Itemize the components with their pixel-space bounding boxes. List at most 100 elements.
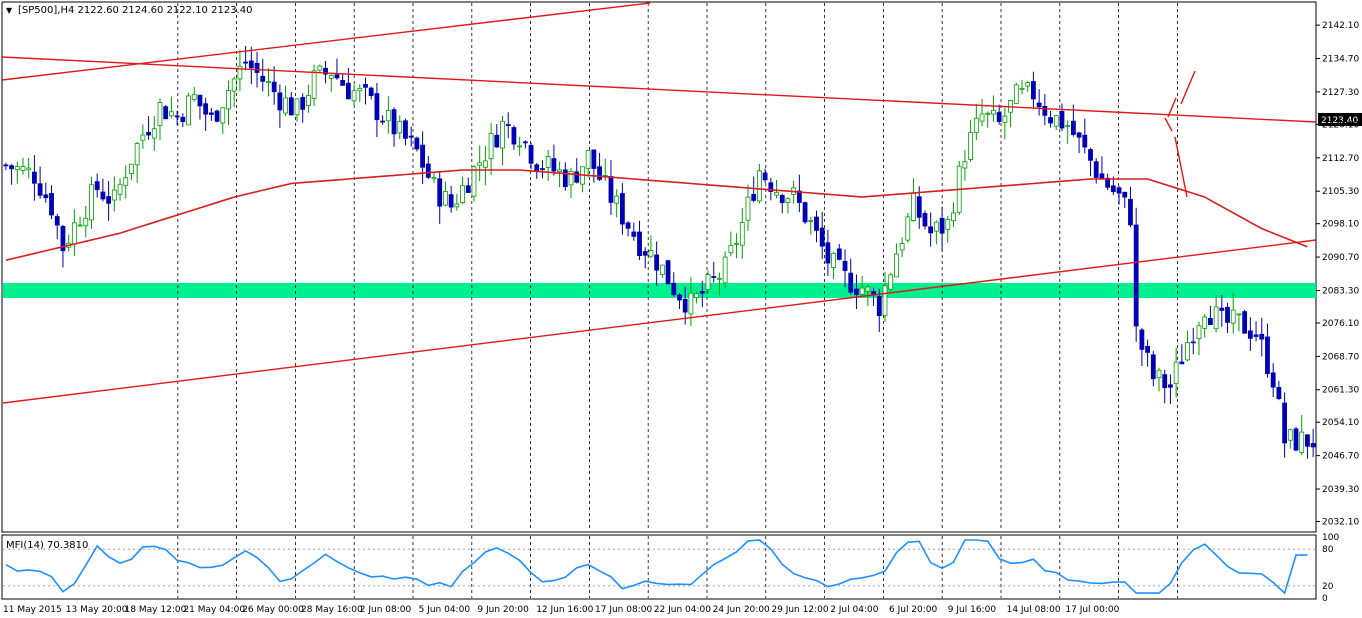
- candle-body: [271, 81, 277, 93]
- current-price-marker: 2123.40: [1318, 113, 1362, 126]
- candle: [1207, 305, 1213, 325]
- candle-body: [1253, 334, 1259, 337]
- candle-body: [351, 90, 357, 102]
- candle-body: [129, 163, 134, 174]
- candle-body: [876, 296, 882, 317]
- candle: [654, 241, 660, 286]
- candle: [408, 126, 414, 147]
- candle-body: [551, 158, 557, 172]
- candle: [163, 105, 169, 120]
- candle: [220, 107, 226, 134]
- candle: [1219, 295, 1225, 327]
- candle: [294, 98, 300, 122]
- candle: [311, 64, 317, 106]
- candle: [734, 233, 739, 259]
- candle: [1225, 302, 1230, 334]
- candle-body: [774, 191, 779, 196]
- candle-body: [443, 191, 448, 206]
- candle: [248, 46, 254, 85]
- candle-body: [208, 112, 214, 115]
- candle: [882, 272, 888, 322]
- candle: [1128, 186, 1133, 228]
- candle-body: [694, 293, 700, 298]
- candle: [996, 104, 1002, 125]
- candle-body: [357, 88, 363, 92]
- candle-body: [951, 212, 956, 222]
- time-tick-label: 12 Jun 16:00: [536, 605, 593, 615]
- candle: [1293, 426, 1299, 452]
- candle: [888, 272, 894, 293]
- candle-body: [1236, 313, 1242, 316]
- candle: [991, 95, 996, 122]
- price-tick-label: 2083.30: [1322, 286, 1359, 296]
- candle-body: [477, 162, 483, 166]
- candle: [1299, 415, 1305, 456]
- candle: [300, 93, 306, 123]
- candle-body: [77, 224, 83, 227]
- candle-body: [1173, 361, 1179, 385]
- candle-body: [26, 167, 32, 171]
- candle: [819, 211, 825, 260]
- candle-body: [1276, 387, 1282, 400]
- candle: [1133, 207, 1139, 342]
- candle: [49, 185, 54, 220]
- time-tick-label: 22 Jun 04:00: [654, 605, 711, 615]
- candle: [237, 49, 243, 92]
- candle-body: [494, 134, 500, 148]
- candle-body: [294, 98, 300, 116]
- candle: [968, 120, 974, 162]
- candle: [368, 86, 374, 100]
- candle: [728, 231, 734, 257]
- candle-body: [745, 196, 751, 221]
- candle: [1059, 103, 1065, 132]
- vertical-gridlines: [177, 3, 1178, 598]
- candle: [905, 212, 911, 243]
- candle-body: [1070, 120, 1076, 135]
- candle: [745, 184, 751, 231]
- mfi-tick-label: 100: [1322, 533, 1339, 543]
- candle: [1236, 313, 1242, 332]
- candle-body: [334, 74, 340, 79]
- candle: [1122, 191, 1128, 209]
- candle-body: [226, 89, 231, 110]
- candle-body: [665, 260, 671, 285]
- candle: [425, 156, 431, 179]
- candle: [1042, 94, 1048, 126]
- candle-body: [1082, 134, 1088, 148]
- time-tick-label: 2 Jun 08:00: [360, 605, 412, 615]
- candle: [522, 140, 528, 149]
- candle-body: [722, 256, 728, 284]
- candle: [443, 181, 448, 207]
- candle-body: [471, 166, 477, 197]
- candle: [928, 212, 934, 247]
- candle-body: [671, 282, 677, 296]
- candle: [591, 149, 597, 183]
- candle-body: [945, 218, 951, 230]
- candle-body: [49, 192, 54, 216]
- time-tick-label: 17 Jun 08:00: [595, 605, 652, 615]
- candle-body: [317, 65, 323, 71]
- time-tick-label: 2 Jul 04:00: [830, 605, 879, 615]
- candle: [814, 210, 819, 243]
- candle: [1179, 344, 1185, 365]
- candle-body: [368, 87, 374, 96]
- candle-body: [186, 95, 191, 126]
- candle-body: [1265, 336, 1270, 374]
- candle-body: [968, 132, 974, 160]
- candle-body: [962, 161, 968, 169]
- candle: [779, 193, 785, 214]
- candle-body: [60, 226, 66, 252]
- candle: [151, 115, 157, 151]
- candle-body: [802, 202, 808, 223]
- time-tick-label: 28 May 16:00: [301, 605, 363, 615]
- candle: [37, 166, 43, 199]
- candle: [283, 85, 288, 117]
- candle-body: [191, 94, 197, 101]
- candle: [323, 61, 328, 84]
- candle-body: [659, 264, 665, 275]
- candle-body: [1225, 306, 1230, 323]
- candle: [751, 176, 757, 203]
- candle: [1190, 327, 1196, 355]
- candle: [180, 113, 186, 127]
- candle-body: [734, 242, 739, 245]
